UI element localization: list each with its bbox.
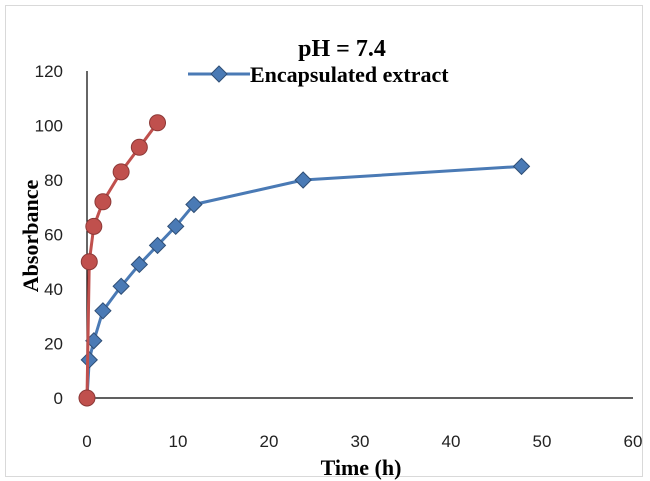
y-tick-label: 40 <box>44 280 63 299</box>
data-point-diamond <box>148 236 167 255</box>
x-tick-label: 40 <box>442 432 461 451</box>
data-point-circle <box>149 114 167 132</box>
data-point-diamond <box>94 302 112 320</box>
x-tick-label: 60 <box>624 432 643 451</box>
series-2 <box>78 114 167 407</box>
x-tick-label: 0 <box>82 432 91 451</box>
x-tick-label: 50 <box>533 432 552 451</box>
data-point-circle <box>80 253 98 271</box>
series-1 <box>78 157 531 407</box>
y-tick-labels: 0 20 40 60 80 100 120 <box>35 62 63 408</box>
series-layer <box>78 114 531 407</box>
x-tick-labels: 0 10 20 30 40 50 60 <box>82 432 642 451</box>
y-tick-label: 60 <box>44 226 63 245</box>
y-tick-label: 100 <box>35 117 63 136</box>
data-point-diamond <box>167 217 185 236</box>
y-tick-label: 0 <box>54 389 63 408</box>
legend-marker-encapsulated <box>210 65 228 83</box>
y-tick-label: 20 <box>44 335 63 354</box>
series-line-1 <box>85 164 522 399</box>
data-point-diamond <box>112 277 130 295</box>
legend-label-encapsulated: Encapsulated extract <box>250 62 449 87</box>
data-point-circle <box>94 193 112 211</box>
x-tick-label: 30 <box>351 432 370 451</box>
y-axis-title: Absorbance <box>18 180 43 293</box>
legend: Encapsulated extract <box>188 62 449 87</box>
data-point-circle <box>130 138 148 156</box>
data-point-diamond <box>130 255 149 274</box>
x-tick-label: 20 <box>260 432 279 451</box>
y-tick-label: 120 <box>35 62 63 81</box>
data-point-diamond <box>185 195 203 214</box>
x-axis-title: Time (h) <box>321 455 402 480</box>
x-tick-label: 10 <box>169 432 188 451</box>
data-point-diamond <box>80 351 98 369</box>
data-point-circle <box>112 163 130 181</box>
y-tick-label: 80 <box>44 171 63 190</box>
data-point-diamond <box>294 171 312 189</box>
data-point-circle <box>85 217 103 235</box>
chart-title: pH = 7.4 <box>298 36 386 62</box>
data-point-diamond <box>512 157 531 176</box>
data-point-circle <box>78 389 96 407</box>
